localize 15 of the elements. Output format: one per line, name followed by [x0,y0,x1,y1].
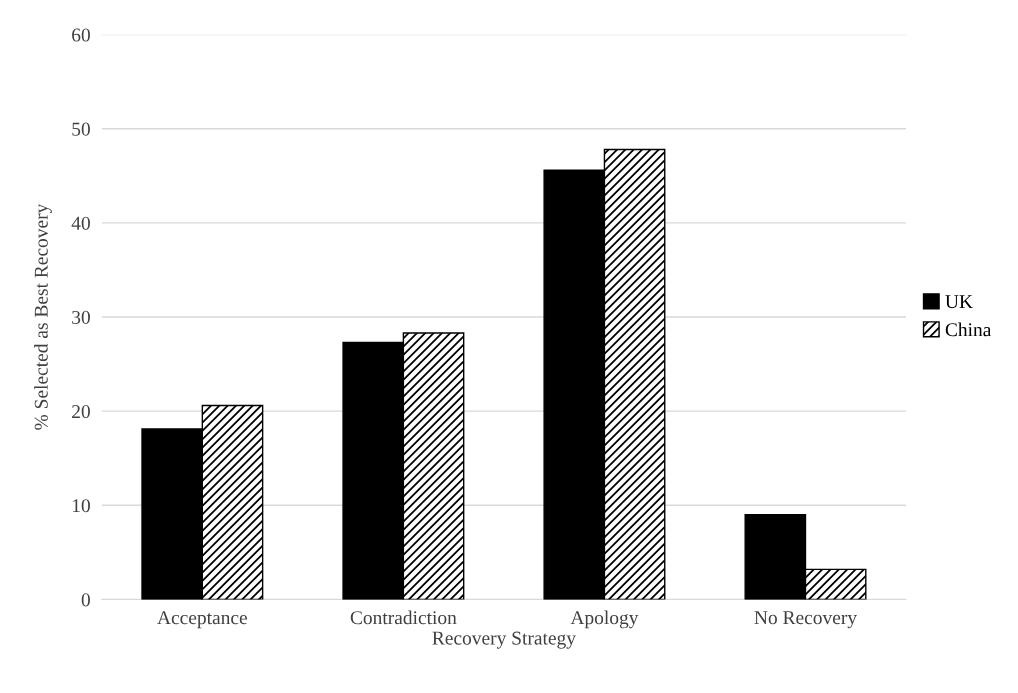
y-tick-label: 0 [81,593,90,607]
x-tick-label: Apology [570,610,639,629]
x-tick-label: Contradiction [350,610,457,625]
legend-label: China [945,322,992,337]
x-axis-title: Recovery Strategy [432,631,576,649]
y-tick-label: 50 [72,122,90,136]
y-tick-label: 40 [71,216,90,230]
x-tick-label: Acceptance [157,611,247,629]
legend-label: UK [945,295,973,309]
y-axis-title: % Selected as Best Recovery [34,203,52,430]
y-tick-label: 20 [72,405,90,419]
y-tick-label: 30 [72,310,90,324]
x-tick-label: No Recovery [754,611,857,629]
y-tick-label: 10 [72,499,90,513]
y-tick-label: 60 [72,28,90,42]
